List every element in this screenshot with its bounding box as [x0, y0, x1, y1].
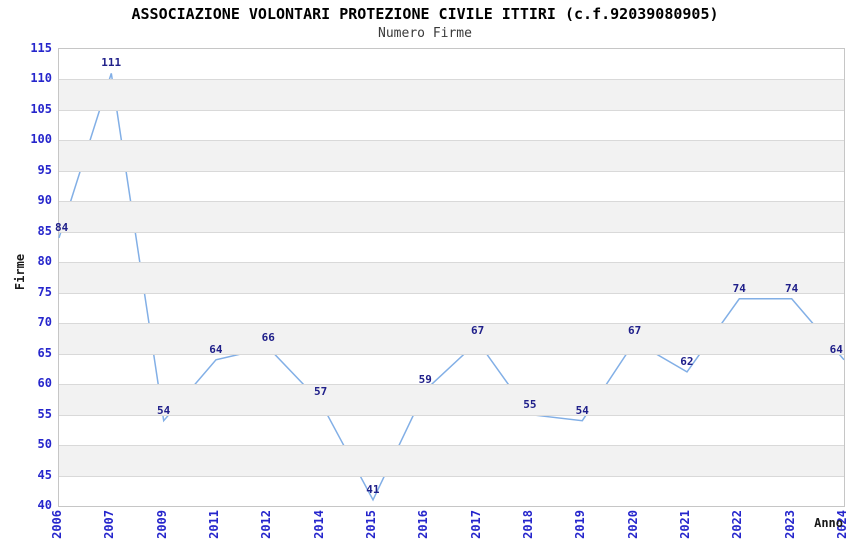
y-tick-label: 40 [37, 498, 52, 512]
y-tick-label: 105 [30, 101, 52, 116]
x-tick-label: 2016 [416, 510, 431, 539]
y-tick-label: 100 [30, 132, 52, 147]
plot-band [59, 262, 844, 293]
x-tick-label: 2021 [678, 510, 692, 539]
y-tick-label: 60 [37, 376, 52, 391]
gridline [59, 414, 844, 416]
x-tick-label: 2015 [364, 510, 378, 539]
y-tick-label: 90 [37, 193, 52, 208]
gridline [59, 170, 844, 172]
y-tick-label: 70 [37, 315, 52, 330]
x-tick-label: 2019 [573, 510, 588, 539]
chart-title: ASSOCIAZIONE VOLONTARI PROTEZIONE CIVILE… [131, 5, 719, 23]
value-label: 74 [784, 281, 799, 295]
plot-band [59, 445, 844, 476]
x-tick-label: 2017 [468, 510, 483, 539]
value-label: 41 [366, 482, 380, 496]
value-label: 64 [209, 342, 223, 356]
value-label: 67 [627, 324, 642, 338]
value-label: 111 [101, 56, 122, 70]
plot-band [59, 201, 844, 232]
y-tick-label: 65 [37, 345, 52, 360]
gridline [59, 140, 844, 142]
value-label: 59 [418, 373, 432, 387]
x-tick-label: 2014 [311, 510, 326, 539]
plot-band [59, 384, 844, 415]
value-label: 57 [313, 385, 328, 399]
x-tick-label: 2022 [730, 510, 745, 539]
y-tick-label: 75 [37, 284, 52, 299]
y-tick-label: 80 [37, 254, 52, 269]
y-tick-label: 85 [37, 223, 52, 238]
value-label: 54 [575, 403, 589, 417]
y-tick-label: 55 [37, 406, 52, 421]
gridline [59, 384, 844, 386]
gridline [59, 353, 844, 355]
gridline [59, 475, 844, 477]
x-tick-label: 2023 [782, 510, 797, 539]
x-tick-label: 2011 [207, 510, 221, 539]
gridline [59, 292, 844, 294]
y-tick-label: 110 [30, 71, 52, 86]
y-tick-label: 45 [37, 467, 52, 482]
gridline [59, 231, 844, 233]
gridline [59, 201, 844, 203]
value-label: 74 [732, 281, 746, 295]
x-tick-label: 2009 [154, 510, 169, 539]
y-tick-label: 95 [37, 162, 52, 177]
gridline [59, 109, 844, 111]
x-tick-label: 2020 [625, 510, 640, 539]
value-label: 64 [829, 342, 843, 356]
y-tick-label: 115 [30, 41, 52, 55]
value-label: 54 [156, 403, 171, 417]
x-axis-title: Anno [814, 516, 843, 530]
value-label: 55 [523, 397, 537, 411]
plot-band [59, 140, 844, 171]
gridline [59, 262, 844, 264]
x-tick-label: 2006 [50, 510, 64, 539]
plot-band [59, 79, 844, 110]
chart-subtitle: Numero Firme [378, 26, 472, 41]
x-tick-label: 2007 [102, 510, 117, 539]
gridline [59, 445, 844, 447]
gridline [59, 79, 844, 81]
gridline [59, 323, 844, 325]
plot-band [59, 323, 844, 354]
value-label: 62 [680, 354, 694, 368]
value-label: 84 [55, 220, 69, 234]
x-tick-label: 2018 [521, 510, 535, 539]
plot-area: 84 111 54 64 66 57 41 59 67 55 54 67 62 74 74 64 [55, 48, 845, 507]
x-tick-label: 2012 [259, 510, 274, 539]
y-tick-label: 50 [37, 437, 52, 452]
value-label: 66 [261, 330, 275, 344]
value-label: 67 [470, 324, 485, 338]
